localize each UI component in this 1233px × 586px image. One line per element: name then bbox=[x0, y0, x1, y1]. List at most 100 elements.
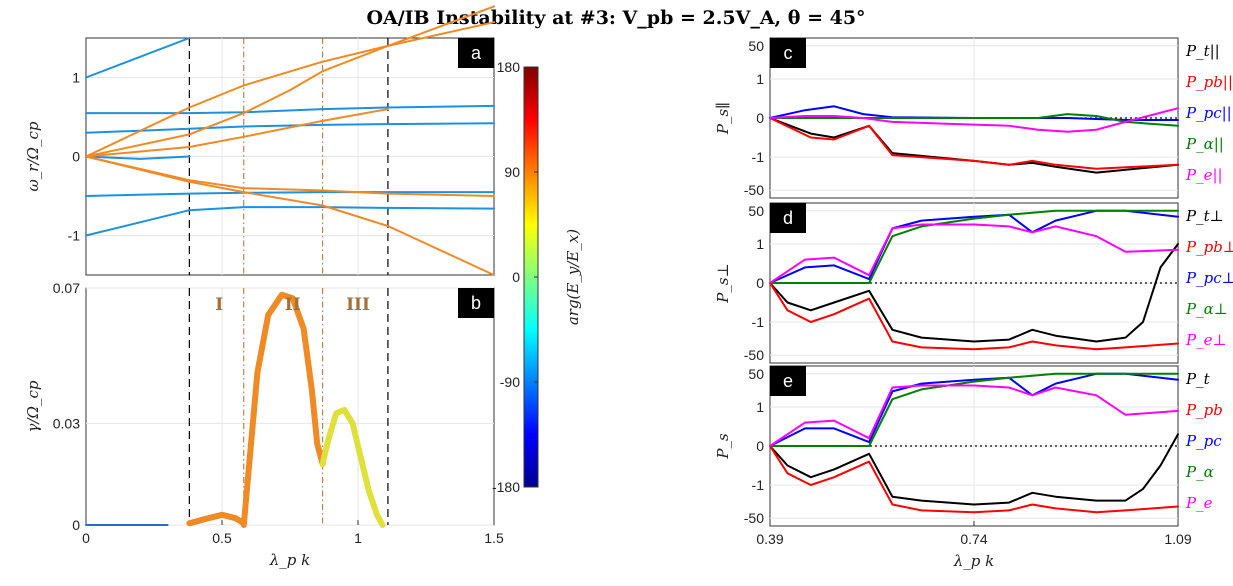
legend-entry: P_e bbox=[1185, 494, 1213, 512]
y-tick-label: 0 bbox=[756, 438, 764, 454]
series-line bbox=[85, 5, 495, 158]
series-line bbox=[85, 37, 191, 79]
series-line bbox=[186, 511, 247, 527]
y-axis-label: P_s⊥ bbox=[714, 263, 732, 303]
y-tick-label: 1 bbox=[72, 70, 80, 86]
series-line bbox=[769, 107, 1179, 133]
panel-tag-box bbox=[770, 38, 806, 68]
y-tick-label: 0 bbox=[72, 149, 80, 165]
y-tick-label: -1 bbox=[68, 228, 81, 244]
panel-tag-box bbox=[770, 203, 806, 233]
legend-entry: P_α|| bbox=[1185, 135, 1224, 153]
series-line bbox=[769, 372, 1179, 447]
y-axis-label: P_s∥ bbox=[714, 102, 732, 135]
series-line bbox=[85, 104, 495, 115]
series-line bbox=[85, 155, 495, 276]
panel-tag-box bbox=[458, 288, 494, 318]
series-line bbox=[769, 117, 1179, 170]
x-tick-label: 1 bbox=[354, 530, 362, 546]
panel-tag: d bbox=[783, 208, 793, 228]
x-tick-label: 0.39 bbox=[756, 531, 783, 547]
series-line bbox=[85, 155, 191, 160]
y-tick-label: 50 bbox=[748, 38, 764, 54]
legend-entry: P_t⊥ bbox=[1185, 207, 1224, 225]
y-axis-label: P_s bbox=[714, 433, 732, 460]
y-axis-label: ω_r/Ω_cp bbox=[24, 121, 42, 191]
y-tick-label: 0 bbox=[756, 275, 764, 291]
series-line bbox=[319, 406, 386, 528]
colorbar-tick-label: 0 bbox=[512, 269, 520, 285]
series-line bbox=[85, 108, 389, 158]
panel-d: 50 1 0 -1 -50 d P_s⊥ P_t⊥ P_pb⊥ P_pc⊥ P_α⊥ P_e⊥ bbox=[714, 202, 1233, 364]
x-axis-label: λ_p k bbox=[953, 552, 994, 570]
colorbar-tick-label: -180 bbox=[492, 479, 520, 495]
colorbar-label: arg(E_y/E_x) bbox=[564, 229, 582, 325]
panel-tag: e bbox=[783, 371, 793, 391]
x-axis-label: λ_p k bbox=[269, 551, 310, 569]
series-line bbox=[85, 122, 495, 134]
colorbar-tick-label: 180 bbox=[497, 59, 521, 75]
panel-c: 50 1 0 -1 -50 c P_s∥ P_t|| P_pb|| P_pc|| P_α|| P_e|… bbox=[714, 37, 1233, 199]
region-label: III bbox=[346, 295, 370, 315]
y-tick-label: -1 bbox=[752, 149, 765, 165]
colorbar-tick-label: -90 bbox=[500, 374, 520, 390]
legend-entry: P_pc⊥ bbox=[1185, 269, 1233, 287]
x-tick-label: 1.09 bbox=[1164, 531, 1191, 547]
series-line bbox=[769, 223, 1179, 284]
panel-tag-box bbox=[770, 366, 806, 396]
y-tick-label: 1 bbox=[756, 71, 764, 87]
legend-entry: P_t bbox=[1185, 370, 1211, 388]
legend-entry: P_pb|| bbox=[1185, 73, 1233, 91]
colorbar-tick-label: 90 bbox=[504, 164, 520, 180]
series-line bbox=[769, 445, 1179, 514]
panel-tag: c bbox=[784, 43, 793, 63]
legend-entry: P_pb⊥ bbox=[1185, 238, 1233, 256]
panel-tag: a bbox=[471, 43, 482, 63]
y-tick-label: 50 bbox=[748, 366, 764, 382]
series-line bbox=[85, 206, 495, 237]
panel-e: 50 1 0 -1 -50 0.39 0.74 1.09 e P_s λ_p k P_t P_pb P_p… bbox=[714, 365, 1223, 570]
x-tick-label: 0.5 bbox=[212, 530, 232, 546]
y-tick-label: -50 bbox=[744, 510, 764, 526]
y-tick-label: 0.03 bbox=[53, 415, 80, 431]
series-line bbox=[769, 384, 1179, 447]
panel-tag-box bbox=[458, 38, 494, 68]
legend-entry: P_t|| bbox=[1185, 42, 1220, 60]
legend-entry: P_pb bbox=[1185, 401, 1223, 419]
series-line bbox=[85, 191, 495, 197]
x-tick-label: 0.74 bbox=[960, 531, 987, 547]
y-tick-label: -1 bbox=[752, 477, 765, 493]
series-line bbox=[769, 209, 1179, 284]
y-tick-label: 1 bbox=[756, 399, 764, 415]
legend-entry: P_e⊥ bbox=[1185, 331, 1227, 349]
region-label: II bbox=[285, 295, 301, 315]
y-tick-label: 0 bbox=[756, 110, 764, 126]
series-line bbox=[769, 433, 1179, 506]
legend-entry: P_α⊥ bbox=[1185, 300, 1228, 318]
y-tick-label: -50 bbox=[744, 347, 764, 363]
legend-entry: P_α bbox=[1185, 463, 1214, 481]
x-tick-label: 0 bbox=[82, 530, 90, 546]
y-tick-label: 1 bbox=[756, 236, 764, 252]
y-tick-label: -1 bbox=[752, 314, 765, 330]
legend-entry: P_e|| bbox=[1185, 166, 1223, 184]
series-line bbox=[769, 282, 1179, 351]
panel-frame bbox=[85, 287, 495, 526]
y-axis-label: γ/Ω_cp bbox=[24, 380, 42, 432]
y-tick-label: 0.07 bbox=[53, 280, 80, 296]
legend-entry: P_pc|| bbox=[1185, 104, 1232, 122]
series-line bbox=[769, 243, 1179, 343]
series-line bbox=[85, 21, 495, 158]
region-label: I bbox=[215, 295, 223, 315]
panel-tag: b bbox=[471, 293, 481, 313]
series-line bbox=[240, 291, 326, 528]
x-tick-label: 1.5 bbox=[484, 530, 504, 546]
y-tick-label: -50 bbox=[744, 182, 764, 198]
y-tick-label: 0 bbox=[72, 517, 80, 533]
legend-entry: P_pc bbox=[1185, 432, 1222, 450]
series-line bbox=[85, 155, 495, 197]
y-tick-label: 50 bbox=[748, 203, 764, 219]
panel-a: 1 0 -1 a ω_r/Ω_cp bbox=[24, 5, 495, 276]
